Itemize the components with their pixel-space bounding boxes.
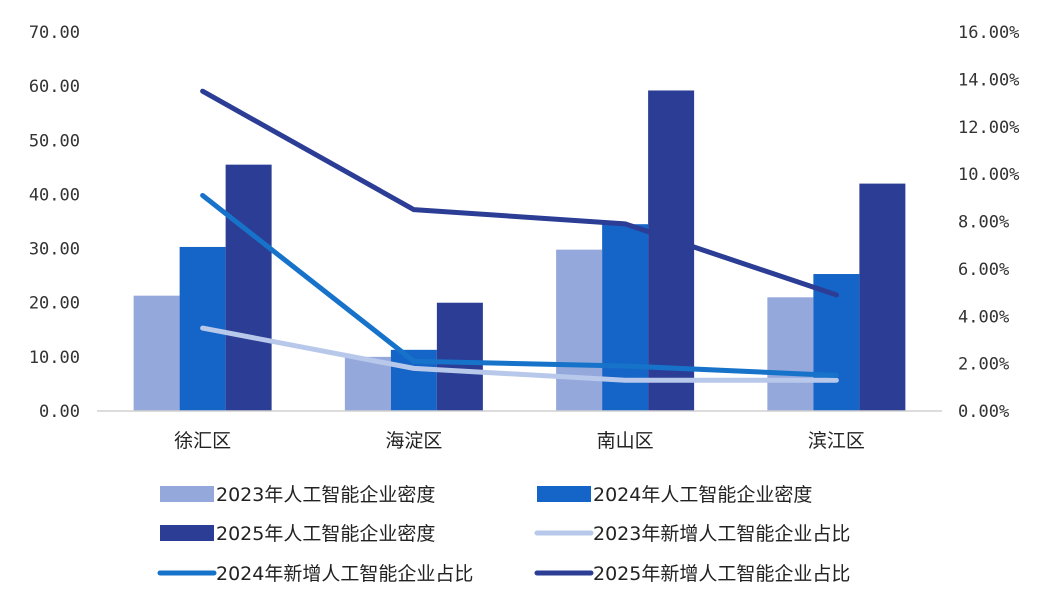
line-series-2 bbox=[200, 88, 839, 298]
y-right-tick-label: 10.00% bbox=[958, 165, 1019, 185]
y-left-tick-label: 70.00 bbox=[29, 23, 80, 43]
y-left-tick-label: 60.00 bbox=[29, 77, 80, 97]
legend-label-4: 2024年新增人工智能企业占比 bbox=[216, 563, 473, 585]
bar-series-0-cat-1 bbox=[344, 356, 391, 411]
y-left-tick-label: 30.00 bbox=[29, 240, 80, 260]
y-left-tick-label: 40.00 bbox=[29, 185, 80, 205]
legend-swatch-0 bbox=[160, 486, 214, 502]
x-category-label: 滨江区 bbox=[808, 430, 865, 452]
y-right-tick-label: 16.00% bbox=[958, 23, 1019, 43]
x-category-label: 南山区 bbox=[597, 430, 654, 452]
line-series-1 bbox=[200, 192, 839, 378]
legend-swatch-2 bbox=[160, 525, 214, 541]
legend-swatch-1 bbox=[537, 486, 591, 502]
line-group bbox=[200, 88, 839, 383]
y-right-tick-label: 2.00% bbox=[958, 355, 1009, 375]
x-category-label: 徐汇区 bbox=[174, 430, 231, 452]
y-left-tick-label: 0.00 bbox=[39, 402, 80, 422]
legend-label-0: 2023年人工智能企业密度 bbox=[216, 484, 435, 506]
y-right-tick-label: 14.00% bbox=[958, 70, 1019, 90]
legend: 2023年人工智能企业密度 2024年人工智能企业密度 2025年人工智能企业密度 2… bbox=[157, 484, 850, 585]
bar-series-2-cat-3 bbox=[859, 183, 906, 411]
bar-series-1-cat-2 bbox=[602, 224, 649, 411]
bar-series-0-cat-3 bbox=[767, 297, 814, 411]
y-right-tick-label: 8.00% bbox=[958, 213, 1009, 233]
y-left-tick-label: 20.00 bbox=[29, 294, 80, 314]
line-series-0 bbox=[200, 325, 839, 383]
x-axis-categories: 徐汇区 海淀区 南山区 滨江区 bbox=[174, 430, 865, 452]
legend-label-1: 2024年人工智能企业密度 bbox=[593, 484, 812, 506]
legend-label-2: 2025年人工智能企业密度 bbox=[216, 523, 435, 545]
y-right-tick-label: 6.00% bbox=[958, 260, 1009, 280]
legend-label-3: 2023年新增人工智能企业占比 bbox=[593, 523, 850, 545]
y-axis-right-ticks: 0.00% 2.00% 4.00% 6.00% 8.00% 10.00% 12.00% 14.… bbox=[958, 23, 1019, 422]
bar-series-2-cat-0 bbox=[225, 164, 272, 411]
y-left-tick-label: 10.00 bbox=[29, 348, 80, 368]
bar-series-0-cat-2 bbox=[556, 249, 603, 411]
y-axis-left-ticks: 0.00 10.00 20.00 30.00 40.00 50.00 60.00 70.00 bbox=[29, 23, 80, 422]
y-left-tick-label: 50.00 bbox=[29, 131, 80, 151]
legend-label-5: 2025年新增人工智能企业占比 bbox=[593, 563, 850, 585]
bar-series-2-cat-2 bbox=[648, 90, 695, 411]
bar-series-0-cat-0 bbox=[133, 295, 180, 411]
bar-series-2-cat-1 bbox=[436, 302, 483, 411]
y-right-tick-label: 4.00% bbox=[958, 307, 1009, 327]
x-category-label: 海淀区 bbox=[385, 430, 442, 452]
y-right-tick-label: 12.00% bbox=[958, 118, 1019, 138]
y-right-tick-label: 0.00% bbox=[958, 402, 1009, 422]
